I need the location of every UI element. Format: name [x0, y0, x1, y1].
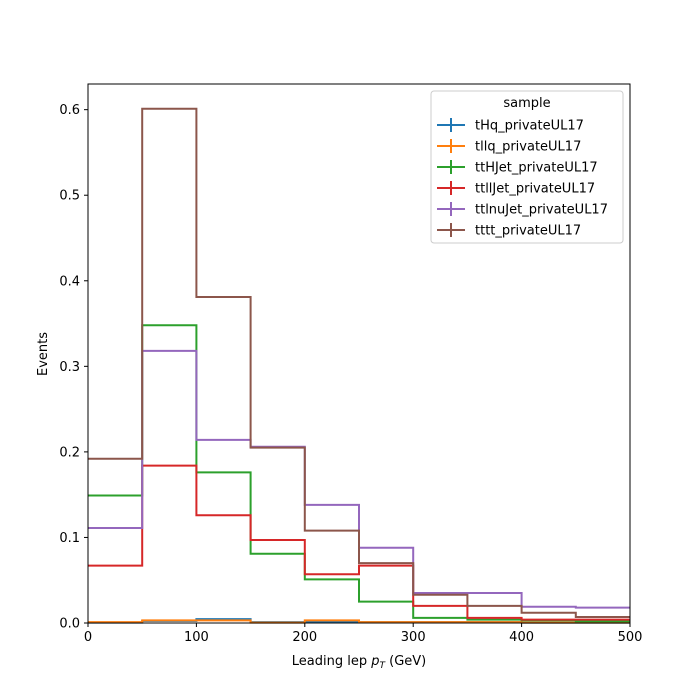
x-axis-label: Leading lep pT (GeV)	[292, 654, 426, 671]
legend-label-tHq_privateUL17: tHq_privateUL17	[475, 119, 584, 134]
x-tick-label: 200	[292, 630, 317, 645]
series-line-ttHJet_privateUL17	[88, 324, 630, 623]
legend: sample tHq_privateUL17 tllq_privateUL17tt…	[430, 90, 624, 244]
y-tick-label: 0.5	[59, 189, 80, 204]
legend-label-tllq_privateUL17: tllq_privateUL17	[475, 140, 581, 155]
x-axis-ticks: 0 100 200 300 400 500	[84, 623, 643, 645]
legend-box	[430, 90, 624, 244]
y-tick-label: 0.3	[59, 360, 80, 375]
y-axis-label: Events	[36, 332, 51, 376]
plot-area	[88, 107, 630, 624]
x-tick-label: 100	[184, 630, 209, 645]
series-line-tllq_privateUL17	[88, 619, 630, 624]
axes-frame	[87, 83, 631, 624]
legend-label-ttHJet_privateUL17: ttHJet_privateUL17	[475, 161, 598, 176]
legend-label-ttllJet_privateUL17: ttllJet_privateUL17	[475, 182, 595, 197]
y-tick-label: 0.0	[59, 617, 80, 632]
y-tick-label: 0.6	[59, 103, 80, 118]
x-tick-label: 500	[618, 630, 643, 645]
y-tick-label: 0.4	[59, 274, 80, 289]
y-axis-ticks: 0.0 0.1 0.2 0.3 0.4 0.5 0.6	[59, 103, 88, 632]
y-tick-label: 0.2	[59, 445, 80, 460]
x-tick-label: 400	[509, 630, 534, 645]
legend-label-tttt_privateUL17: tttt_privateUL17	[475, 224, 581, 239]
legend-title: sample	[503, 96, 550, 111]
legend-entries: tHq_privateUL17 tllq_privateUL17 ttHJet_pr…	[437, 118, 608, 239]
x-tick-label: 0	[84, 630, 92, 645]
series-line-ttllJet_privateUL17	[88, 464, 630, 621]
x-tick-label: 300	[401, 630, 426, 645]
series-line-tttt_privateUL17	[88, 107, 630, 619]
y-tick-label: 0.1	[59, 531, 80, 546]
legend-label-ttlnuJet_privateUL17: ttlnuJet_privateUL17	[475, 203, 608, 218]
